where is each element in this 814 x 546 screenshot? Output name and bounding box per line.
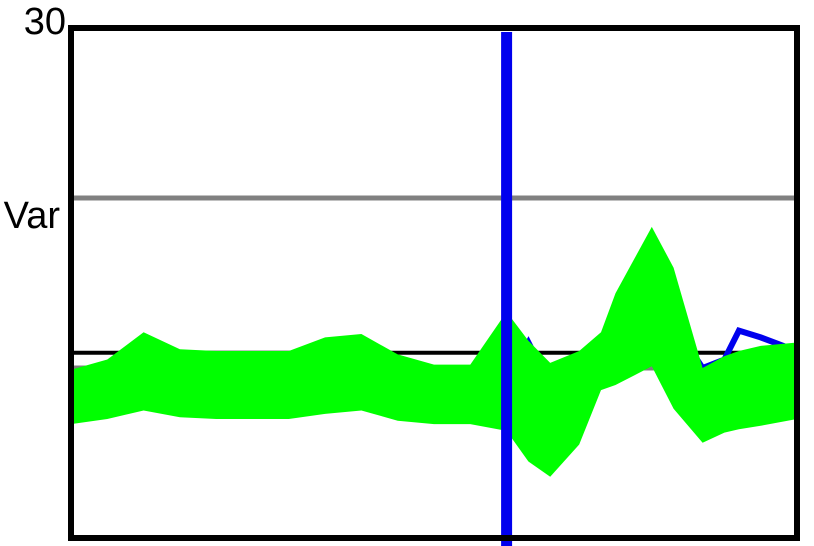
y-axis-label: Var [4, 195, 61, 237]
series-band [71, 226, 797, 477]
plot-frame [68, 25, 800, 541]
y-axis-top-tick-label: 30 [24, 1, 66, 43]
